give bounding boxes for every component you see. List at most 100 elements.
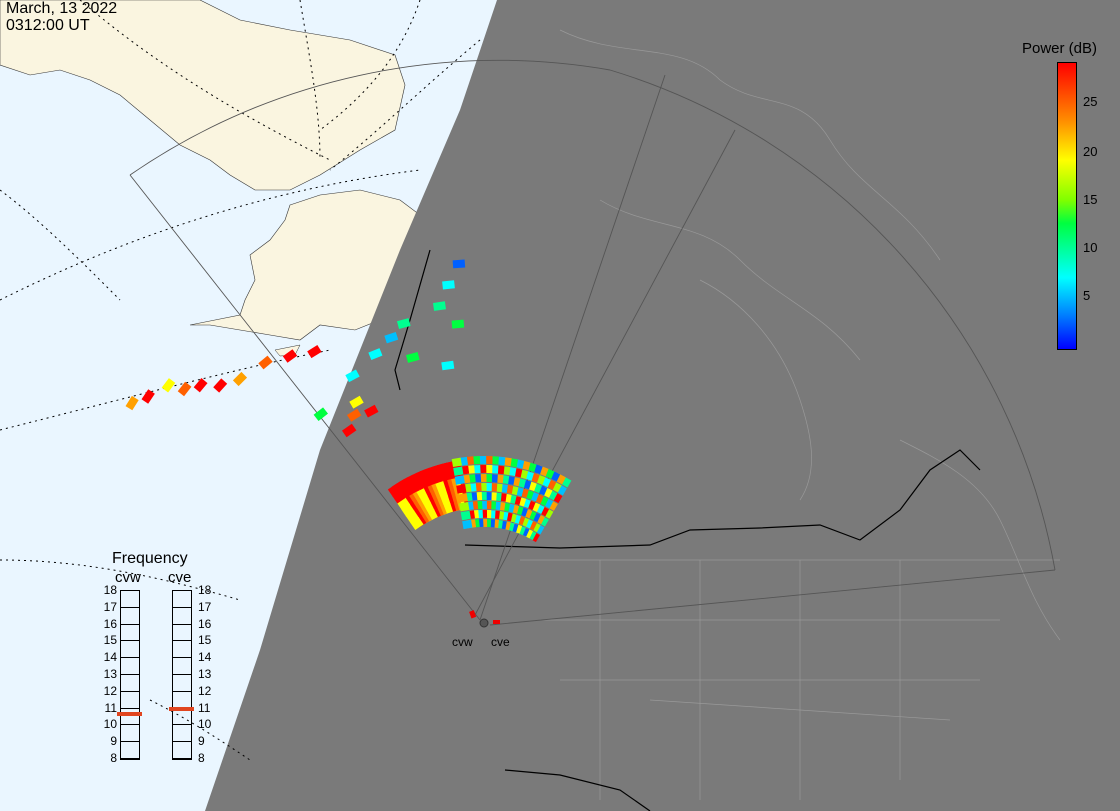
echo-cell [453, 466, 464, 476]
freq-cell [121, 608, 139, 625]
date-label: March, 13 2022 [6, 0, 118, 17]
freq-cell [121, 742, 139, 759]
echo-cell [125, 395, 139, 411]
colorbar-tick-10: 10 [1083, 240, 1098, 255]
freq-scale-label-left: 18 [103, 583, 117, 597]
echo-cell [232, 371, 248, 387]
echo-cell [456, 484, 467, 494]
freq-scale-label-left: 9 [110, 734, 117, 749]
night-region [205, 0, 1120, 811]
freq-cell [121, 591, 139, 608]
time-label: 0312:00 UT [6, 17, 90, 34]
echo-cell [457, 493, 468, 503]
freq-scale-label-right: 16 [198, 616, 212, 631]
echo-cell [441, 360, 455, 371]
echo-cell [161, 378, 176, 393]
echo-cell [313, 407, 328, 422]
freq-cell [173, 725, 191, 743]
echo-cell [460, 510, 471, 521]
freq-scale-label-right: 15 [198, 633, 212, 648]
echo-cell [258, 355, 273, 370]
freq-scale-label-left: 13 [103, 667, 117, 681]
freq-scale-label-left: 16 [103, 616, 117, 631]
freq-scale-label-right: 14 [198, 650, 212, 665]
site-label-cvw: cvw [452, 635, 473, 649]
freq-cell [121, 709, 139, 726]
freq-scale-label-right: 12 [198, 683, 212, 698]
power-colorbar [1057, 62, 1077, 350]
echo-cell [410, 516, 424, 531]
echo-cell [451, 457, 462, 467]
freq-scale-label-left: 11 [104, 700, 117, 715]
freq-scale-label-right: 18 [198, 583, 212, 597]
freq-cell [173, 641, 191, 659]
freq-cell [121, 692, 139, 709]
radar-echo-cells [125, 259, 572, 543]
freq-scale-label-right: 11 [198, 700, 211, 715]
freq-scale-label-left: 8 [110, 751, 117, 765]
echo-cell [442, 280, 455, 290]
freq-scale-label-left: 17 [103, 599, 117, 614]
echo-cell [433, 301, 446, 311]
freq-marker-cvw [117, 712, 142, 717]
echo-cell [384, 332, 399, 344]
site-marker-cvw [479, 618, 489, 628]
freq-cell [173, 608, 191, 625]
freq-cell [121, 625, 139, 642]
colorbar-tick-25: 25 [1083, 94, 1098, 109]
echo-cell [368, 348, 383, 361]
freq-radar-cve: cve [168, 569, 192, 586]
echo-cell [282, 349, 298, 363]
freq-scale-label-left: 14 [103, 650, 117, 665]
freq-cell [173, 591, 191, 608]
freq-cell [173, 675, 191, 692]
freq-cell [121, 641, 139, 659]
freq-column-cve [172, 590, 192, 760]
freq-scale-label-left: 15 [103, 633, 117, 648]
echo-cell [392, 490, 406, 504]
echo-cell [341, 423, 357, 438]
echo-cell [405, 351, 420, 363]
freq-cell [121, 675, 139, 692]
echo-cell [349, 395, 364, 409]
colorbar-tick-5: 5 [1083, 288, 1091, 303]
echo-cell [401, 503, 415, 517]
echo-cell [193, 378, 208, 393]
colorbar-title: Power (dB) [1022, 40, 1098, 57]
colorbar-tick-20: 20 [1083, 144, 1098, 159]
freq-scale-label-right: 8 [198, 751, 205, 765]
colorbar-tick-15: 15 [1083, 192, 1098, 207]
echo-cell [346, 408, 362, 422]
freq-radar-cvw: cvw [115, 569, 141, 586]
freq-cell [173, 692, 191, 709]
echo-cell [405, 510, 420, 524]
freq-cell [121, 725, 139, 743]
freq-cell [173, 625, 191, 642]
freq-marker-cve [169, 707, 194, 712]
frequency-title: Frequency [112, 550, 188, 567]
echo-cell [387, 483, 402, 497]
echo-cell [307, 345, 322, 359]
freq-cell [173, 709, 191, 726]
siberia-land [0, 0, 406, 191]
freq-scale-label-right: 9 [198, 734, 205, 749]
echo-cell [396, 318, 411, 330]
freq-scale-label-left: 12 [103, 683, 117, 698]
freq-column-cvw [120, 590, 140, 760]
site-label-cve: cve [491, 635, 510, 649]
echo-cell [459, 502, 470, 512]
freq-scale-label-right: 13 [198, 667, 212, 681]
echo-cell [396, 497, 411, 511]
freq-cell [173, 742, 191, 759]
echo-cell [213, 378, 228, 393]
freq-cell [173, 658, 191, 675]
echo-cell [177, 381, 192, 397]
echo-cell [364, 404, 379, 418]
echo-cell [141, 389, 155, 404]
echo-cell [345, 369, 360, 383]
echo-cell [452, 259, 466, 269]
freq-scale-label-right: 10 [198, 717, 212, 732]
echo-cell [454, 475, 465, 485]
echo-cell [462, 519, 473, 530]
